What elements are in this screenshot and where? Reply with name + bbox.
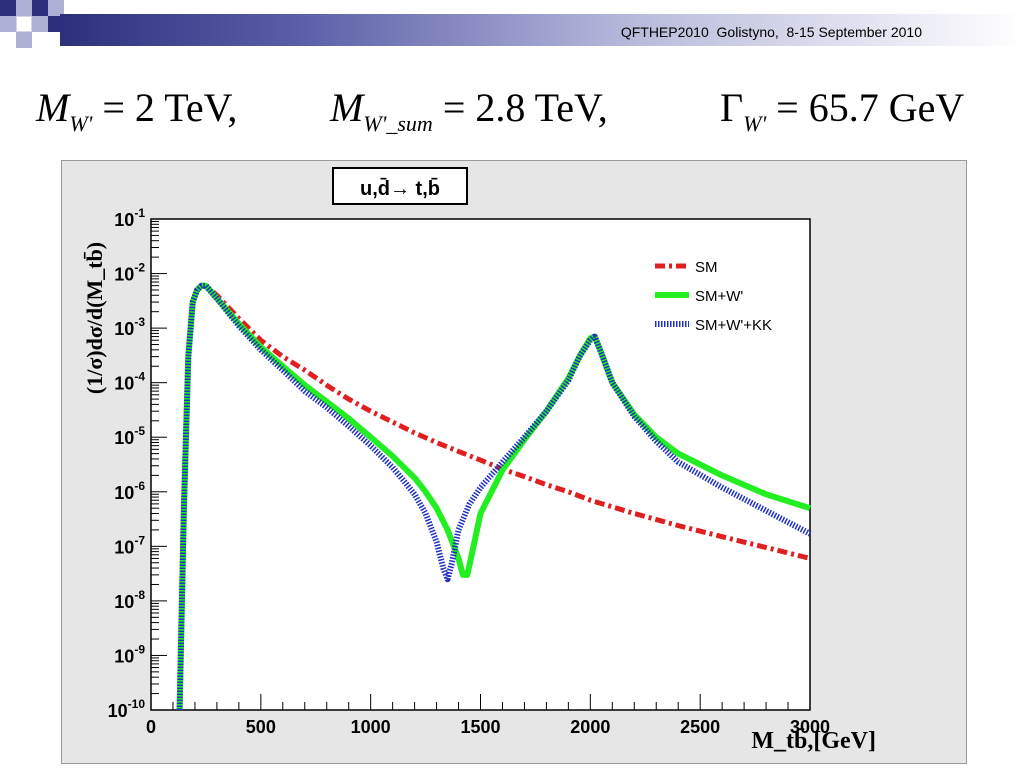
formula-mass-sum-value: = 2.8 TeV,: [432, 85, 608, 130]
legend-label: SM: [695, 259, 718, 276]
x-tick-label: 2000: [570, 717, 610, 737]
x-tick-label: 0: [146, 717, 156, 737]
y-tick-label: 10-3: [114, 315, 145, 339]
x-tick-label: 500: [246, 717, 276, 737]
legend-label: SM+W'+KK: [695, 317, 772, 334]
y-tick-label: 10-10: [108, 697, 146, 721]
formula-mass-w-symbol: M: [36, 85, 70, 130]
corner-square-1: [0, 0, 16, 16]
x-axis-label: M_tb̄,[GeV]: [751, 728, 876, 754]
formula-width-subscript: W': [743, 111, 767, 136]
header-gradient-bar: [60, 14, 1024, 46]
corner-square-7: [32, 16, 48, 32]
y-tick-label-exponent: -4: [134, 370, 145, 384]
y-tick-label-base: 10: [114, 592, 134, 612]
y-tick-label-base: 10: [114, 428, 134, 448]
y-tick-label: 10-5: [114, 424, 145, 448]
plot-border: [150, 218, 811, 711]
corner-square-6: [0, 16, 16, 32]
corner-square-4: [16, 16, 32, 32]
series-line-sm-w-kk: [176, 282, 812, 711]
conference-title: QFTHEP2010 Golistyno, 8-15 September 201…: [620, 24, 922, 40]
y-tick-label-base: 10: [114, 210, 134, 230]
formula-width-symbol: Γ: [720, 85, 744, 130]
corner-square-2: [16, 0, 32, 16]
y-tick-label-exponent: -3: [134, 315, 145, 329]
y-tick-label: 10-8: [114, 588, 145, 612]
x-tick-label: 1500: [460, 717, 500, 737]
legend-label: SM+W': [695, 288, 743, 305]
corner-square-3: [32, 0, 48, 16]
y-tick-label-exponent: -10: [128, 697, 146, 711]
formula-mass-w-subscript: W': [69, 111, 93, 136]
y-axis-label: (1/σ)dσ/d(M_tb̄): [82, 242, 107, 394]
formula-width-value: = 65.7 GeV: [766, 85, 965, 130]
y-tick-label-exponent: -1: [134, 206, 145, 220]
y-tick-label-base: 10: [114, 319, 134, 339]
y-tick-label-base: 10: [114, 265, 134, 285]
y-tick-label-base: 10: [108, 701, 128, 721]
y-tick-label-base: 10: [114, 646, 134, 666]
y-tick-label: 10-4: [114, 370, 145, 394]
chart-title: u,d̄→ t,b̄: [360, 178, 440, 200]
y-tick-label-base: 10: [114, 374, 134, 394]
formula-width: ΓW' = 65.7 GeV: [720, 84, 964, 137]
y-tick-label-exponent: -9: [134, 642, 145, 656]
y-tick-label-exponent: -5: [134, 424, 145, 438]
y-tick-label-exponent: -6: [134, 479, 145, 493]
x-tick-label: 1000: [351, 717, 391, 737]
y-tick-label-exponent: -2: [134, 261, 145, 275]
formula-mass-w-value: = 2 TeV,: [92, 85, 238, 130]
formula-mass-w: MW' = 2 TeV,: [36, 84, 237, 137]
y-tick-label-base: 10: [114, 537, 134, 557]
formula-mass-sum-subscript: W'_sum: [363, 111, 433, 136]
y-tick-label: 10-6: [114, 479, 145, 503]
corner-square-5: [48, 0, 64, 16]
y-tick-label: 10-7: [114, 533, 145, 557]
y-tick-label: 10-9: [114, 642, 145, 666]
x-tick-label: 3000: [790, 717, 830, 737]
x-tick-label: 2500: [680, 717, 720, 737]
y-tick-label: 10-2: [114, 261, 145, 285]
formula-mass-sum-symbol: M: [330, 85, 364, 130]
formula-mass-sum: MW'_sum = 2.8 TeV,: [330, 84, 608, 137]
title-box: [332, 167, 468, 205]
y-tick-label-exponent: -7: [134, 533, 145, 547]
corner-square-8: [16, 32, 32, 48]
y-tick-label: 10-1: [114, 206, 145, 230]
y-tick-label-base: 10: [114, 483, 134, 503]
y-tick-label-exponent: -8: [134, 588, 145, 602]
